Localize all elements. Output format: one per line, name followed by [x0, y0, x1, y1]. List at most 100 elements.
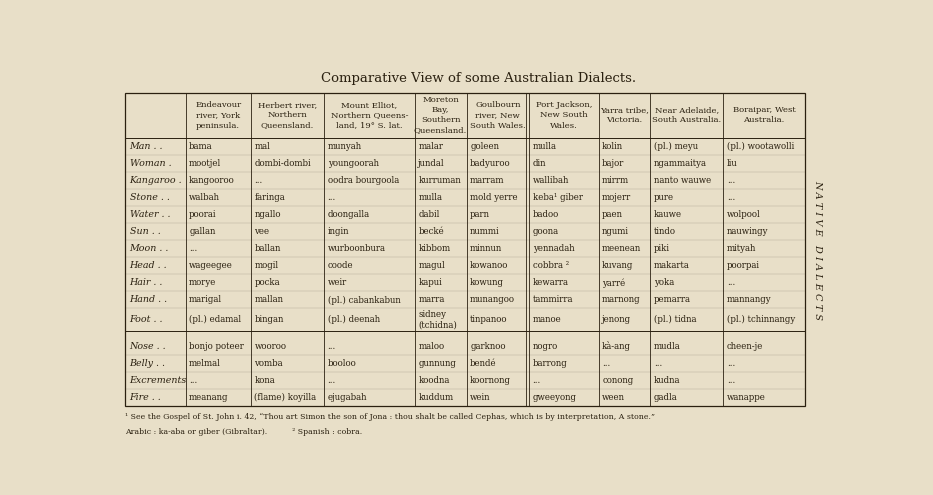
Text: ...: ... — [189, 245, 198, 253]
Text: weir: weir — [327, 278, 347, 288]
Text: ...: ... — [533, 376, 541, 385]
Text: vee: vee — [255, 227, 270, 236]
Text: wein: wein — [470, 393, 491, 402]
Text: badyuroo: badyuroo — [470, 159, 510, 168]
Text: Moon . .: Moon . . — [130, 245, 169, 253]
Text: gweeyong: gweeyong — [533, 393, 577, 402]
Text: munyah: munyah — [327, 142, 362, 151]
Text: cobbra ²: cobbra ² — [533, 261, 569, 270]
Text: jundal: jundal — [418, 159, 445, 168]
Text: munangoo: munangoo — [470, 296, 515, 304]
Text: conong: conong — [602, 376, 634, 385]
Text: mulla: mulla — [418, 193, 442, 202]
Text: meenean: meenean — [602, 245, 641, 253]
Text: ...: ... — [727, 193, 735, 202]
Text: liu: liu — [727, 159, 738, 168]
Text: gadla: gadla — [654, 393, 677, 402]
Text: kowanoo: kowanoo — [470, 261, 508, 270]
Text: Excrements: Excrements — [130, 376, 187, 385]
Text: ...: ... — [727, 376, 735, 385]
Text: Mount Elliot,
Northern Queens-
land, 19° S. lat.: Mount Elliot, Northern Queens- land, 19°… — [330, 101, 408, 130]
Text: N A T I V E   D I A L E C T S: N A T I V E D I A L E C T S — [814, 180, 823, 320]
Text: tinpanoo: tinpanoo — [470, 315, 508, 324]
Text: pocka: pocka — [255, 278, 280, 288]
Text: wolpool: wolpool — [727, 210, 760, 219]
Text: ¹ See the Gospel of St. John i. 42, “Thou art Simon the son of Jona : thou shalt: ¹ See the Gospel of St. John i. 42, “Tho… — [125, 413, 655, 421]
Text: barrong: barrong — [533, 359, 567, 368]
Text: Kangaroo .: Kangaroo . — [130, 176, 182, 185]
Text: malar: malar — [418, 142, 443, 151]
Text: ingin: ingin — [327, 227, 349, 236]
Text: dombi-dombi: dombi-dombi — [255, 159, 311, 168]
Text: jenong: jenong — [602, 315, 632, 324]
Text: Sun . .: Sun . . — [130, 227, 160, 236]
Text: goleen: goleen — [470, 142, 499, 151]
Text: garknoo: garknoo — [470, 342, 506, 351]
Text: youngoorah: youngoorah — [327, 159, 379, 168]
Text: Near Adelaide,
South Australia.: Near Adelaide, South Australia. — [652, 106, 721, 124]
Text: keba¹ giber: keba¹ giber — [533, 193, 582, 202]
Text: (pl.) wootawolli: (pl.) wootawolli — [727, 142, 794, 151]
Text: paen: paen — [602, 210, 623, 219]
Text: mudla: mudla — [654, 342, 681, 351]
Text: sidney
(tchidna): sidney (tchidna) — [418, 309, 457, 330]
Text: tindo: tindo — [654, 227, 675, 236]
Text: Stone . .: Stone . . — [130, 193, 170, 202]
Text: yoka: yoka — [654, 278, 675, 288]
Text: kuddum: kuddum — [418, 393, 453, 402]
Text: parn: parn — [470, 210, 490, 219]
Text: pure: pure — [654, 193, 674, 202]
Text: (pl.) deenah: (pl.) deenah — [327, 315, 380, 324]
Text: booloo: booloo — [327, 359, 356, 368]
Text: bama: bama — [189, 142, 213, 151]
Text: (flame) koyilla: (flame) koyilla — [255, 393, 316, 402]
Text: ngammaitya: ngammaitya — [654, 159, 707, 168]
Text: mannangy: mannangy — [727, 296, 772, 304]
Text: Hair . .: Hair . . — [130, 278, 163, 288]
Text: poorai: poorai — [189, 210, 216, 219]
Text: minnun: minnun — [470, 245, 503, 253]
Text: makarta: makarta — [654, 261, 689, 270]
Text: pemarra: pemarra — [654, 296, 691, 304]
Text: morye: morye — [189, 278, 216, 288]
Text: magul: magul — [418, 261, 445, 270]
Text: (pl.) edamal: (pl.) edamal — [189, 315, 242, 324]
Text: (pl.) meyu: (pl.) meyu — [654, 142, 698, 151]
Text: kuvang: kuvang — [602, 261, 634, 270]
Text: yennadah: yennadah — [533, 245, 574, 253]
Text: mulla: mulla — [533, 142, 557, 151]
Text: kowung: kowung — [470, 278, 504, 288]
Text: kapui: kapui — [418, 278, 442, 288]
Text: oodra bourgoola: oodra bourgoola — [327, 176, 398, 185]
Text: poorpai: poorpai — [727, 261, 760, 270]
Text: mallan: mallan — [255, 296, 284, 304]
Text: mold yerre: mold yerre — [470, 193, 518, 202]
Text: Boraipar, West
Australia.: Boraipar, West Australia. — [732, 106, 796, 124]
Text: ...: ... — [327, 193, 336, 202]
Text: marra: marra — [418, 296, 445, 304]
Text: Fire . .: Fire . . — [130, 393, 161, 402]
Text: ballan: ballan — [255, 245, 281, 253]
Text: (pl.) tchinnangy: (pl.) tchinnangy — [727, 315, 795, 324]
Text: (pl.) tidna: (pl.) tidna — [654, 315, 696, 324]
Text: walbah: walbah — [189, 193, 220, 202]
Text: meanang: meanang — [189, 393, 229, 402]
Text: mojerr: mojerr — [602, 193, 632, 202]
Text: marram: marram — [470, 176, 505, 185]
Text: mirrm: mirrm — [602, 176, 629, 185]
Text: mityah: mityah — [727, 245, 757, 253]
Text: kona: kona — [255, 376, 275, 385]
Text: doongalla: doongalla — [327, 210, 369, 219]
Text: ...: ... — [727, 359, 735, 368]
Text: ...: ... — [255, 176, 263, 185]
Text: kudna: kudna — [654, 376, 680, 385]
Text: ngumi: ngumi — [602, 227, 629, 236]
Text: yarré: yarré — [602, 278, 625, 288]
Text: ...: ... — [327, 342, 336, 351]
Text: Woman .: Woman . — [130, 159, 172, 168]
Text: Man . .: Man . . — [130, 142, 163, 151]
Text: wurboonbura: wurboonbura — [327, 245, 385, 253]
Text: Herbert river,
Northern
Queensland.: Herbert river, Northern Queensland. — [258, 101, 317, 130]
Text: Yarra tribe,
Victoria.: Yarra tribe, Victoria. — [600, 106, 649, 124]
Text: Comparative View of some Australian Dialects.: Comparative View of some Australian Dial… — [321, 72, 635, 85]
